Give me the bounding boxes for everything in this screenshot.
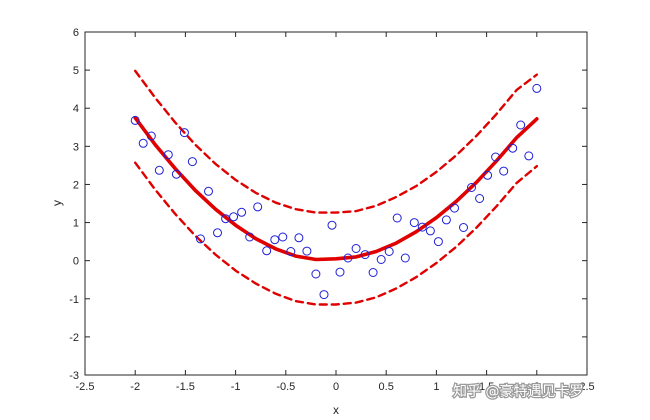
scatter-point: [450, 203, 459, 213]
x-tick-label: 2: [534, 381, 540, 393]
scatter-point: [532, 83, 542, 93]
scatter-point: [508, 143, 518, 153]
x-tick-label: 0: [333, 381, 339, 393]
scatter-point: [392, 213, 402, 223]
x-tick-label: -2: [130, 381, 140, 393]
scatter-point: [196, 234, 205, 244]
scatter-point: [171, 169, 181, 179]
x-tick-label: 0.5: [379, 381, 394, 393]
scatter-point: [425, 226, 435, 236]
series-layer: [130, 69, 542, 306]
scatter-point: [294, 233, 304, 243]
scatter-point: [327, 220, 337, 230]
scatter-point: [253, 202, 263, 212]
scatter-point: [204, 186, 213, 196]
y-tick-label: 4: [73, 103, 79, 115]
x-tick-label: 2.5: [579, 381, 594, 393]
scatter-point: [237, 207, 247, 217]
scatter-point: [302, 246, 312, 256]
scatter-point: [278, 232, 288, 242]
scatter-point: [524, 151, 534, 161]
fit-line: [133, 116, 539, 262]
x-axis-label: x: [333, 403, 339, 417]
x-tick-label: 1: [433, 381, 439, 393]
scatter-point: [146, 131, 156, 141]
y-tick-label: 5: [73, 65, 79, 77]
tick-layer: -2.5 -2 -1.5 -1 -0.5 0 0.5 1 1.5 2 2.5 -3 -2 -1 0 1 2 3 4 5…: [69, 27, 594, 393]
scatter-point: [475, 194, 485, 203]
scatter-point: [154, 165, 164, 175]
scatter-point: [409, 218, 419, 228]
plot-area: [85, 32, 587, 375]
scatter-point: [343, 253, 353, 263]
x-tick-label: 1.5: [479, 381, 494, 393]
y-tick-label: -3: [69, 370, 79, 382]
scatter-point: [400, 253, 410, 263]
y-tick-label: 3: [73, 141, 79, 153]
scatter-point: [441, 215, 451, 225]
scatter-point: [459, 223, 468, 232]
x-tick-label: -0.5: [276, 381, 295, 393]
scatter-point: [245, 232, 255, 242]
scatter-point: [311, 269, 321, 279]
x-tick-label: -2.5: [76, 381, 95, 393]
scatter-point: [516, 120, 526, 130]
scatter-point: [179, 128, 189, 138]
watermark-text: 知乎 @豪特遇见卡罗: [453, 383, 583, 400]
scatter-point: [376, 255, 386, 264]
y-tick-label: -1: [69, 294, 79, 306]
y-tick-label: -2: [69, 332, 79, 344]
upper-bound-line: [133, 69, 538, 214]
scatter-point: [499, 166, 509, 176]
scatter-point: [262, 246, 272, 256]
x-tick-label: -1: [231, 381, 241, 393]
scatter-point: [138, 138, 148, 148]
scatter-point: [335, 267, 345, 277]
scatter-point: [187, 157, 197, 167]
scatter-point: [491, 152, 501, 162]
y-tick-label: 6: [73, 27, 79, 39]
scatter-point: [270, 235, 280, 245]
lower-bound-line: [133, 161, 538, 306]
scatter-point: [368, 268, 378, 277]
y-tick-label: 0: [73, 256, 79, 268]
scatter-point: [213, 228, 222, 238]
scatter-point: [384, 247, 394, 256]
scatter-point: [286, 247, 296, 256]
scatter-point: [319, 290, 329, 300]
scatter-point: [467, 183, 476, 192]
scatter-point: [433, 237, 443, 247]
y-tick-label: 2: [73, 179, 79, 191]
scatter-point: [351, 244, 361, 253]
y-axis-label: y: [50, 200, 64, 206]
scatter-point: [229, 212, 239, 222]
scatter-point: [130, 115, 140, 125]
x-tick-label: -1.5: [176, 381, 195, 393]
scatter-point: [163, 150, 173, 160]
scatter-point: [360, 250, 370, 260]
scatter-point: [483, 170, 493, 180]
y-tick-label: 1: [73, 218, 79, 230]
scatter-point: [417, 222, 427, 232]
